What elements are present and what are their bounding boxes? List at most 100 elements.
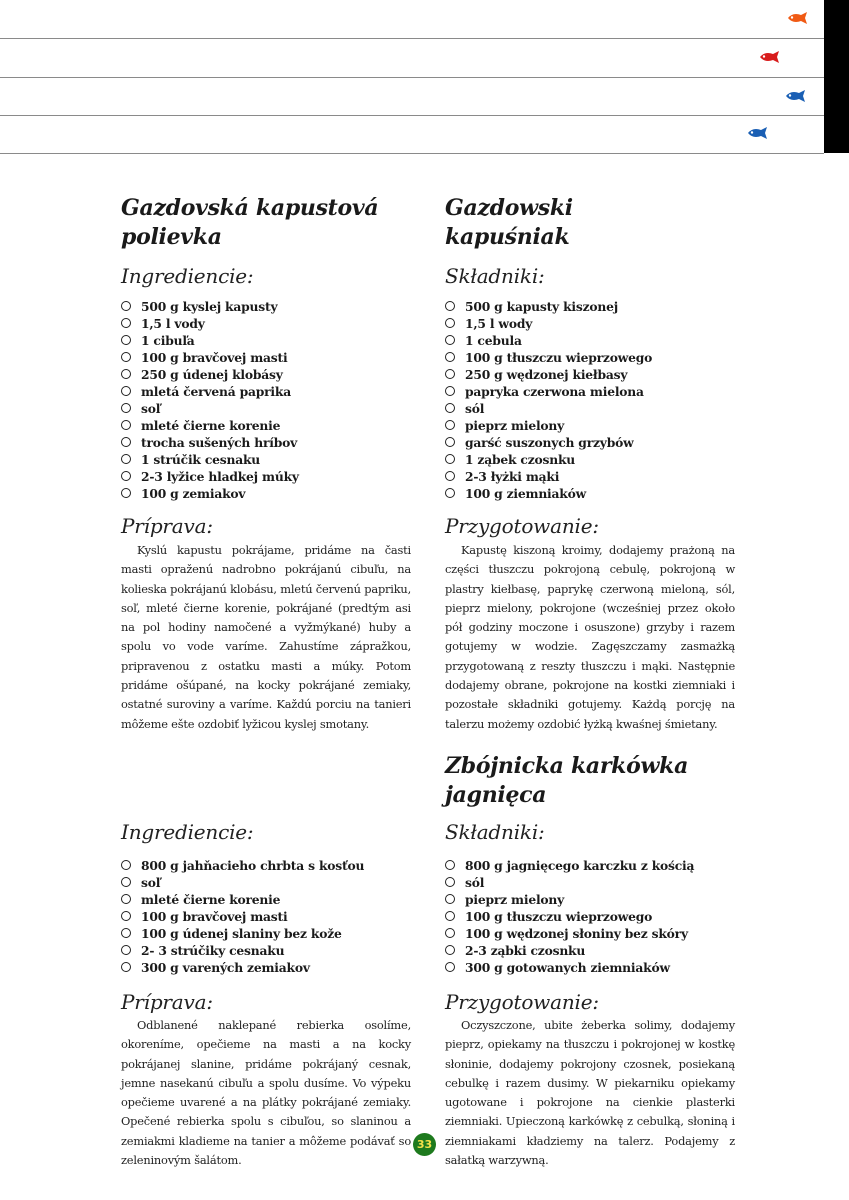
circle-bullet-icon [445, 488, 455, 498]
ingredient-text: 2-3 ząbki czosnku [465, 943, 586, 958]
ingredient-item: soľ [121, 874, 411, 891]
ingredient-item: 2- 3 strúčiky cesnaku [121, 942, 411, 959]
ingredient-item: 100 g tłuszczu wieprzowego [445, 908, 735, 925]
ingredient-item: 2-3 lyžice hladkej múky [121, 468, 411, 485]
ingredient-text: sól [465, 875, 485, 890]
circle-bullet-icon [121, 369, 131, 379]
preparation-heading: Príprava: [121, 990, 213, 1014]
circle-bullet-icon [121, 335, 131, 345]
ingredients-list: 500 g kapusty kiszonej 1,5 l wody 1 cebula… [445, 298, 735, 502]
red-fish-icon [760, 51, 779, 63]
circle-bullet-icon [121, 945, 131, 955]
circle-bullet-icon [121, 301, 131, 311]
circle-bullet-icon [445, 471, 455, 481]
circle-bullet-icon [445, 318, 455, 328]
ingredient-item: mletá červená paprika [121, 383, 411, 400]
recipe2-sk: Ingrediencie: 800 g jahňacieho chrbta s … [121, 820, 411, 1170]
ingredient-item: 800 g jagnięcego karczku z kością [445, 857, 735, 874]
ingredient-text: 800 g jahňacieho chrbta s kosťou [141, 858, 365, 873]
ingredient-item: 2-3 łyżki mąki [445, 468, 735, 485]
preparation-heading: Przygotowanie: [445, 990, 599, 1014]
ingredients-list: 800 g jahňacieho chrbta s kosťou soľ mleté… [121, 857, 411, 976]
circle-bullet-icon [121, 928, 131, 938]
ingredient-item: garść suszonych grzybów [445, 434, 735, 451]
ingredient-text: sól [465, 401, 485, 416]
circle-bullet-icon [445, 860, 455, 870]
ingredient-text: 250 g údenej klobásy [141, 367, 283, 382]
circle-bullet-icon [445, 928, 455, 938]
preparation-heading: Príprava: [121, 514, 213, 538]
circle-bullet-icon [445, 420, 455, 430]
ingredient-item: sól [445, 874, 735, 891]
ingredient-item: 100 g wędzonej słoniny bez skóry [445, 925, 735, 942]
ingredient-text: 1 cibuľa [141, 333, 195, 348]
ingredient-text: 2- 3 strúčiky cesnaku [141, 943, 285, 958]
ingredient-item: 500 g kyslej kapusty [121, 298, 411, 315]
ingredient-text: mletá červená paprika [141, 384, 291, 399]
preparation-text: Oczyszczone, ubite żeberka solimy, dodaj… [445, 1018, 735, 1168]
preparation-text: Kyslú kapustu pokrájame, pridáme na čast… [121, 543, 411, 731]
ingredient-item: 300 g varených zemiakov [121, 959, 411, 976]
circle-bullet-icon [445, 894, 455, 904]
ingredient-text: 100 g bravčovej masti [141, 909, 288, 924]
ingredient-item: 1 ząbek czosnku [445, 451, 735, 468]
ingredient-item: 1 cibuľa [121, 332, 411, 349]
divider-line [0, 38, 824, 39]
recipe-title: Gazdowski kapuśniak [445, 195, 573, 250]
ingredient-text: 300 g varených zemiakov [141, 960, 310, 975]
circle-bullet-icon [121, 403, 131, 413]
ingredient-item: 250 g wędzonej kiełbasy [445, 366, 735, 383]
ingredient-item: sól [445, 400, 735, 417]
ingredient-item: 1,5 l vody [121, 315, 411, 332]
circle-bullet-icon [121, 420, 131, 430]
ingredient-text: pieprz mielony [465, 418, 565, 433]
page-number: 33 [413, 1133, 436, 1156]
ingredient-text: 100 g ziemniaków [465, 486, 587, 501]
circle-bullet-icon [121, 962, 131, 972]
ingredient-text: 100 g wędzonej słoniny bez skóry [465, 926, 688, 941]
ingredient-text: 1 cebula [465, 333, 522, 348]
circle-bullet-icon [445, 454, 455, 464]
ingredient-text: 250 g wędzonej kiełbasy [465, 367, 628, 382]
recipe2-pl: Składniki: 800 g jagnięcego karczku z ko… [445, 820, 735, 1170]
ingredient-item: 1 cebula [445, 332, 735, 349]
ingredient-text: mleté čierne korenie [141, 892, 281, 907]
ingredient-text: 500 g kyslej kapusty [141, 299, 278, 314]
recipe1-sk: Gazdovská kapustová polievka Ingrediencie… [121, 194, 411, 734]
ingredient-text: 1,5 l wody [465, 316, 533, 331]
blue-fish-icon [786, 90, 805, 102]
circle-bullet-icon [445, 962, 455, 972]
preparation-text: Odblanené naklepané rebierka osolíme, ok… [121, 1018, 411, 1168]
circle-bullet-icon [121, 911, 131, 921]
circle-bullet-icon [445, 403, 455, 413]
circle-bullet-icon [121, 894, 131, 904]
ingredient-item: 2-3 ząbki czosnku [445, 942, 735, 959]
circle-bullet-icon [445, 301, 455, 311]
ingredient-text: 800 g jagnięcego karczku z kością [465, 858, 695, 873]
divider-line [0, 77, 824, 78]
ingredient-text: 100 g tłuszczu wieprzowego [465, 350, 653, 365]
ingredient-text: garść suszonych grzybów [465, 435, 634, 450]
circle-bullet-icon [121, 454, 131, 464]
ingredients-heading: Składniki: [445, 264, 545, 288]
ingredient-item: 1,5 l wody [445, 315, 735, 332]
ingredient-item: papryka czerwona mielona [445, 383, 735, 400]
ingredient-text: 100 g zemiakov [141, 486, 246, 501]
divider-line [0, 153, 824, 154]
circle-bullet-icon [445, 369, 455, 379]
ingredient-text: mleté čierne korenie [141, 418, 281, 433]
ingredients-list: 500 g kyslej kapusty 1,5 l vody 1 cibuľa 10… [121, 298, 411, 502]
circle-bullet-icon [121, 471, 131, 481]
circle-bullet-icon [445, 386, 455, 396]
ingredient-item: 100 g ziemniaków [445, 485, 735, 502]
ingredient-text: 100 g tłuszczu wieprzowego [465, 909, 653, 924]
ingredient-text: 300 g gotowanych ziemniaków [465, 960, 670, 975]
ingredients-heading: Składniki: [445, 820, 545, 844]
ingredient-item: 100 g bravčovej masti [121, 908, 411, 925]
ingredient-item: 100 g zemiakov [121, 485, 411, 502]
section-tab-bar [824, 0, 849, 153]
ingredient-text: soľ [141, 875, 161, 890]
ingredients-heading: Ingrediencie: [121, 264, 254, 288]
circle-bullet-icon [121, 860, 131, 870]
ingredient-item: mleté čierne korenie [121, 417, 411, 434]
